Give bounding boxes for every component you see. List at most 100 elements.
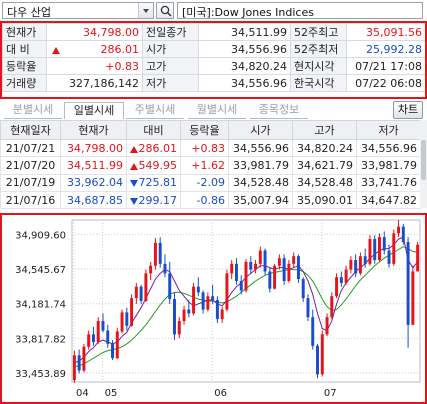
low-cell: 34,647.82 bbox=[356, 190, 421, 210]
tab-monthly[interactable]: 월별시세 bbox=[188, 102, 246, 119]
tab-stock-info[interactable]: 종목정보 bbox=[250, 102, 308, 119]
candle-body bbox=[416, 244, 420, 272]
candle-body bbox=[249, 261, 253, 270]
tab-daily[interactable]: 일별시세 bbox=[64, 102, 124, 119]
candle-body bbox=[201, 292, 205, 310]
summary-label: 거래량 bbox=[2, 74, 47, 92]
summary-value: 34,511.99 bbox=[198, 23, 291, 41]
summary-value-text: 34,511.99 bbox=[231, 25, 287, 39]
column-header[interactable]: 등락율 bbox=[180, 120, 229, 140]
candle-body bbox=[77, 355, 81, 371]
candle-body bbox=[273, 265, 277, 289]
candle-body bbox=[101, 321, 105, 331]
candle-body bbox=[125, 312, 129, 326]
high-cell: 35,090.01 bbox=[292, 190, 357, 210]
low-cell: 34,556.96 bbox=[356, 138, 421, 158]
candle-body bbox=[311, 317, 315, 346]
summary-label-text: 현지시각 bbox=[294, 60, 335, 73]
candle-body bbox=[82, 346, 86, 371]
summary-label-text: 시가 bbox=[146, 43, 167, 56]
summary-value: +0.83 bbox=[46, 57, 143, 75]
candle-body bbox=[277, 258, 281, 266]
candle-body bbox=[149, 265, 153, 274]
rate-cell: -2.09 bbox=[180, 173, 229, 192]
table-row[interactable]: 21/07/16 34,687.85 299.17 -0.86 35,007.94 35,… bbox=[0, 190, 421, 210]
summary-label-text: 대 비 bbox=[6, 43, 30, 56]
table-row[interactable]: 21/07/20 34,511.99 549.95 +1.62 33,981.79 34,… bbox=[0, 156, 421, 175]
up-arrow-icon bbox=[130, 162, 138, 170]
x-tick-label: 07 bbox=[324, 388, 337, 399]
price-chart[interactable]: 34,909.60 34,545.67 34,181.74 33,817.82 33,4… bbox=[0, 214, 427, 404]
column-header[interactable]: 시가 bbox=[228, 120, 293, 140]
candle-body bbox=[397, 226, 401, 234]
search-button[interactable] bbox=[156, 2, 174, 19]
summary-value: 25,992.28 bbox=[346, 40, 426, 58]
column-header[interactable]: 대비 bbox=[126, 120, 181, 140]
tab-weekly[interactable]: 주별시세 bbox=[126, 102, 184, 119]
candle-body bbox=[363, 256, 367, 264]
candle-body bbox=[268, 271, 272, 289]
daily-quote-table: 현재일자 현재가 대비 등락율 시가 고가 저가 21/07/21 34,798.00 286.… bbox=[0, 120, 421, 210]
high-cell: 34,820.24 bbox=[292, 138, 357, 158]
candle-body bbox=[153, 242, 157, 266]
candle-body bbox=[134, 286, 138, 299]
scrollbar-thumb[interactable] bbox=[421, 140, 426, 180]
candle-body bbox=[91, 334, 95, 342]
tab-minute[interactable]: 분별시세 bbox=[4, 102, 62, 119]
summary-label: 저가 bbox=[142, 74, 199, 92]
candle-body bbox=[344, 269, 348, 283]
candle-body bbox=[96, 321, 100, 342]
summary-row: 현재가 34,798.00 전일종가 34,511.99 52주최고 35,091.56 bbox=[2, 23, 426, 41]
date-cell: 21/07/21 bbox=[0, 138, 61, 158]
column-header[interactable]: 현재일자 bbox=[0, 120, 61, 140]
market-select[interactable]: 다우 산업 bbox=[2, 2, 154, 19]
quote-summary-table: 현재가 34,798.00 전일종가 34,511.99 52주최고 35,091.56 대… bbox=[2, 23, 426, 92]
candle-body bbox=[111, 343, 114, 359]
date-cell: 21/07/16 bbox=[0, 190, 61, 210]
candle-body bbox=[339, 277, 343, 283]
summary-value: 327,186,142 bbox=[46, 74, 143, 92]
candle-body bbox=[392, 233, 396, 264]
summary-label-text: 52주최저 bbox=[294, 43, 339, 56]
column-header[interactable]: 고가 bbox=[292, 120, 357, 140]
candle-body bbox=[358, 256, 362, 274]
candle-body bbox=[378, 237, 381, 261]
chevron-down-icon[interactable] bbox=[138, 3, 153, 18]
summary-label-text: 한국시각 bbox=[294, 77, 335, 90]
summary-value-text: 34,556.96 bbox=[231, 76, 287, 90]
column-header[interactable]: 현재가 bbox=[60, 120, 127, 140]
summary-value-text: 34,556.96 bbox=[231, 42, 287, 56]
x-tick-label: 05 bbox=[105, 388, 118, 399]
chart-button[interactable]: 차트 bbox=[393, 101, 423, 119]
candle-body bbox=[187, 309, 191, 314]
table-scrollbar[interactable] bbox=[420, 120, 427, 208]
candle-body bbox=[287, 263, 291, 281]
change-cell: 299.17 bbox=[126, 190, 181, 210]
candle-body bbox=[177, 321, 181, 335]
column-header[interactable]: 저가 bbox=[356, 120, 421, 140]
summary-label: 전일종가 bbox=[142, 23, 199, 41]
candlestick-chart[interactable]: 34,909.60 34,545.67 34,181.74 33,817.82 33,4… bbox=[0, 214, 427, 404]
candle-body bbox=[387, 250, 391, 264]
summary-label-text: 저가 bbox=[146, 77, 167, 90]
symbol-field[interactable]: [미국]:Dow Jones Indices bbox=[177, 2, 423, 19]
y-tick-label: 33,817.82 bbox=[15, 334, 66, 345]
candle-body bbox=[139, 286, 143, 301]
summary-label: 52주최고 bbox=[290, 23, 347, 41]
close-cell: 34,798.00 bbox=[60, 138, 127, 158]
summary-value-text: 35,091.56 bbox=[366, 25, 422, 39]
candle-body bbox=[301, 279, 305, 299]
table-row[interactable]: 21/07/21 34,798.00 286.01 +0.83 34,556.96 34,… bbox=[0, 138, 421, 158]
summary-value-text: 34,798.00 bbox=[83, 25, 139, 39]
plot-area bbox=[71, 219, 421, 383]
rate-cell: +1.62 bbox=[180, 156, 229, 175]
candle-body bbox=[335, 277, 339, 297]
candle-body bbox=[320, 334, 324, 375]
candle-body bbox=[163, 263, 167, 274]
candle-body bbox=[144, 273, 148, 301]
table-row[interactable]: 21/07/19 33,962.04 725.81 -2.09 34,528.48 34,… bbox=[0, 173, 421, 192]
candle-body bbox=[406, 241, 410, 325]
summary-row: 대 비 286.01 시가 34,556.96 52주최저 25,992.28 bbox=[2, 40, 426, 58]
candle-body bbox=[263, 250, 267, 272]
candle-body bbox=[115, 331, 119, 359]
